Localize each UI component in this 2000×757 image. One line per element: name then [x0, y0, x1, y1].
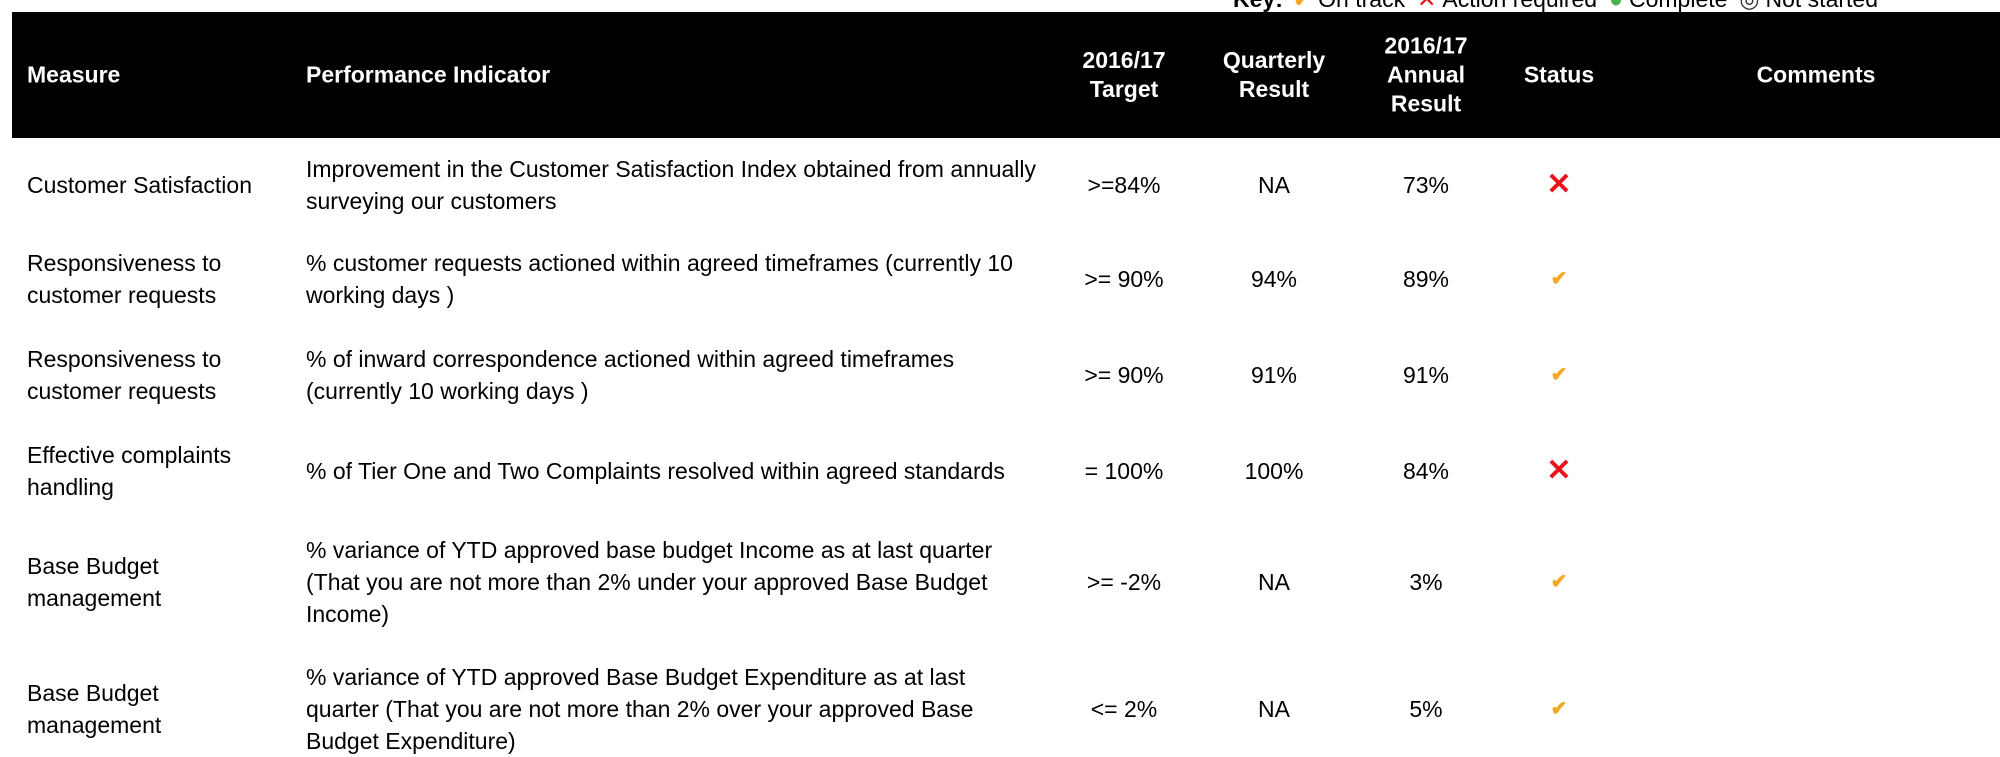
- header-line: 2016/17: [1082, 47, 1166, 73]
- cell-target: >= 90%: [1084, 266, 1164, 292]
- header-line: Target: [1089, 76, 1159, 102]
- cell-indicator: % of inward correspondence actioned with…: [306, 346, 955, 404]
- cell-target: >=84%: [1087, 172, 1161, 198]
- cell-measure: Base Budget management: [27, 680, 162, 738]
- cell-annual: 5%: [1409, 696, 1443, 722]
- cell-target: >= -2%: [1086, 569, 1162, 595]
- column-header: Status: [1499, 61, 1619, 90]
- cell-quarterly: NA: [1258, 696, 1290, 722]
- key: Key: ✔ On track ✕ Action required ● Complete ◎ N…: [1233, 0, 1890, 13]
- header-line: 2016/17: [1384, 32, 1468, 59]
- cell-target: >= 90%: [1084, 362, 1164, 388]
- key-label: Action required: [1442, 0, 1597, 12]
- cell-quarterly: 94%: [1250, 266, 1298, 292]
- cell-target: = 100%: [1084, 458, 1164, 484]
- cell-quarterly: 91%: [1250, 362, 1298, 388]
- header-line: Result: [1238, 76, 1310, 102]
- status-icon: ✔: [1550, 268, 1568, 290]
- table-header: Measure Performance Indicator 2016/17 Targe…: [12, 12, 2000, 138]
- cell-annual: 91%: [1402, 362, 1450, 388]
- cell-quarterly: NA: [1258, 172, 1290, 198]
- cell-indicator: Improvement in the Customer Satisfaction…: [306, 156, 1036, 214]
- column-header: Comments: [1656, 61, 1976, 90]
- header-line: Quarterly: [1222, 47, 1326, 73]
- key-icon: ●: [1609, 0, 1623, 12]
- status-icon: ✔: [1550, 698, 1568, 720]
- column-header: Quarterly Result: [1209, 46, 1339, 104]
- cell-indicator: % variance of YTD approved base budget I…: [306, 537, 993, 627]
- column-header: 2016/17 Target: [1064, 46, 1184, 104]
- key-label: Complete: [1629, 0, 1727, 12]
- column-header: Performance Indicator: [306, 61, 1036, 90]
- header-line: Annual: [1387, 61, 1465, 88]
- key-label: Not started: [1766, 0, 1879, 12]
- status-icon: ✕: [1546, 168, 1572, 201]
- cell-annual: 84%: [1402, 458, 1450, 484]
- cell-measure: Responsiveness to customer requests: [27, 250, 222, 308]
- cell-annual: 89%: [1402, 266, 1450, 292]
- cell-measure: Base Budget management: [27, 553, 162, 611]
- cell-quarterly: 100%: [1244, 458, 1304, 484]
- key-icon: ✕: [1417, 0, 1436, 12]
- cell-indicator: % variance of YTD approved Base Budget E…: [306, 664, 974, 754]
- status-icon: ✔: [1550, 364, 1568, 386]
- status-icon: ✕: [1546, 454, 1572, 487]
- status-icon: ✔: [1550, 571, 1568, 593]
- cell-target: <= 2%: [1090, 696, 1158, 722]
- cell-annual: 3%: [1409, 569, 1443, 595]
- cell-quarterly: NA: [1258, 569, 1290, 595]
- header-line: Performance Indicator: [306, 61, 551, 88]
- header-line: Status: [1523, 61, 1595, 88]
- header-line: Measure: [27, 61, 121, 88]
- cell-measure: Responsiveness to customer requests: [27, 346, 222, 404]
- key-title: Key:: [1233, 0, 1283, 12]
- cell-indicator: % customer requests actioned within agre…: [306, 250, 1013, 308]
- header-line: Result: [1390, 90, 1462, 117]
- header-line: Comments: [1756, 61, 1876, 88]
- cell-measure: Customer Satisfaction: [27, 172, 252, 198]
- column-header: 2016/17 Annual Result: [1366, 32, 1486, 119]
- cell-indicator: % of Tier One and Two Complaints resolve…: [306, 458, 1005, 484]
- key-icon: ✔: [1293, 0, 1312, 12]
- key-label: On track: [1318, 0, 1405, 12]
- cell-measure: Effective complaints handling: [27, 442, 232, 500]
- key-icon: ◎: [1739, 0, 1759, 12]
- cell-annual: 73%: [1402, 172, 1450, 198]
- column-header: Measure: [27, 61, 277, 90]
